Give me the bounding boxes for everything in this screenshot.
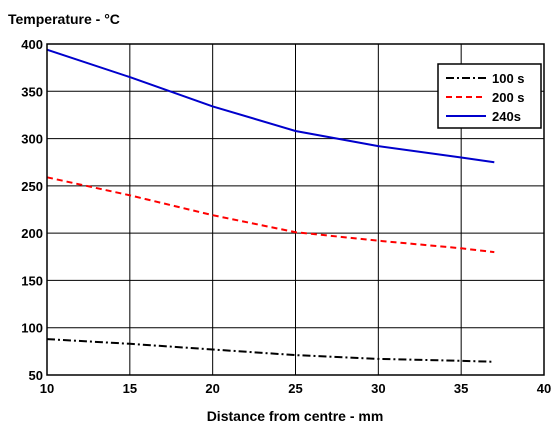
y-tick-label: 150 — [21, 273, 43, 288]
legend-box — [437, 63, 542, 129]
y-tick-label: 350 — [21, 84, 43, 99]
x-tick-label: 15 — [123, 381, 137, 396]
grid-lines — [47, 44, 544, 375]
series-line-3 — [46, 48, 495, 164]
series-line-2 — [46, 176, 495, 254]
x-tick-label: 10 — [40, 381, 54, 396]
x-tick-label: 25 — [288, 381, 302, 396]
x-tick-label: 40 — [537, 381, 551, 396]
series-line-1 — [46, 338, 495, 363]
y-tick-labels: 50 100 150 200 250 300 350 400 — [21, 37, 43, 383]
y-tick-label: 100 — [21, 321, 43, 336]
chart-title: Temperature - °C — [8, 11, 120, 27]
x-tick-labels: 10 15 20 25 30 35 40 — [40, 381, 551, 396]
legend-items: 100 s 200 s 240s — [446, 71, 525, 124]
x-axis-label: Distance from centre - mm — [207, 408, 384, 424]
legend-label: 100 s — [492, 71, 525, 86]
y-tick-label: 400 — [21, 37, 43, 52]
y-tick-label: 50 — [29, 368, 43, 383]
legend-label: 240s — [492, 109, 521, 124]
y-tick-label: 300 — [21, 132, 43, 147]
x-tick-label: 35 — [454, 381, 468, 396]
y-tick-label: 250 — [21, 179, 43, 194]
x-tick-label: 20 — [205, 381, 219, 396]
y-tick-label: 200 — [21, 226, 43, 241]
x-tick-label: 30 — [371, 381, 385, 396]
legend-label: 200 s — [492, 90, 525, 105]
legend: 100 s 200 s 240s — [437, 63, 542, 129]
series-layer — [46, 48, 495, 363]
plot-frame — [46, 43, 545, 376]
